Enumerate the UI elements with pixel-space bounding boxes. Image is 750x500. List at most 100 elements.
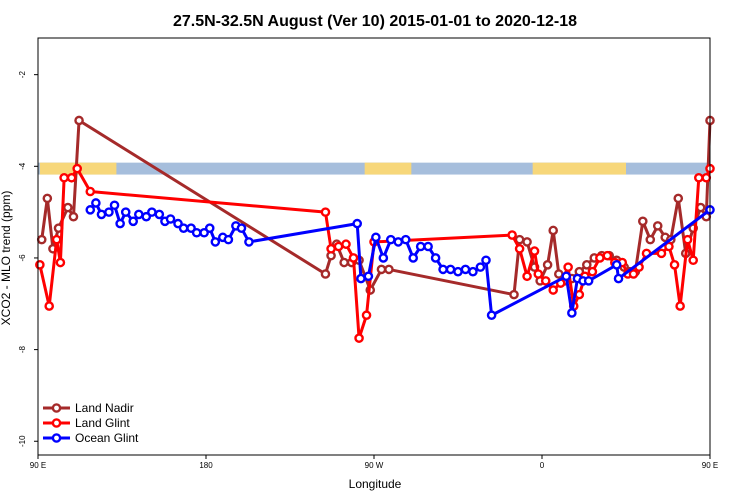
legend-marker-2 (51, 433, 62, 443)
series-1-point-28 (587, 266, 598, 277)
series-1-point-17 (514, 243, 525, 254)
series-2-point-50 (583, 276, 594, 286)
legend-marker-1 (51, 418, 62, 428)
series-2-point-6 (120, 207, 131, 217)
series-0-segment (77, 118, 327, 276)
series-0-segment (45, 196, 55, 251)
series-0-point-7 (320, 269, 331, 279)
series-2-point-3 (104, 207, 114, 217)
series-0-point-35 (638, 216, 648, 227)
series-2-point-52 (613, 273, 624, 284)
series-2-point-35 (415, 241, 426, 252)
series-2-point-44 (481, 255, 491, 266)
series-1-point-40 (675, 301, 685, 311)
series-2-point-47 (567, 308, 577, 318)
series-0 (36, 115, 715, 300)
series-2-point-13 (165, 214, 176, 224)
series-1-segment (678, 238, 690, 308)
series-2-point-30 (378, 253, 389, 263)
series-1-point-2 (51, 234, 62, 245)
series-1-point-7 (85, 186, 96, 197)
series-2-point-7 (128, 216, 138, 227)
series-1-point-8 (320, 207, 331, 217)
surface-strip (38, 162, 710, 175)
series-1-point-29 (595, 253, 605, 263)
x-axis: 90 E 180 90 W 0 90 E (30, 455, 718, 470)
series-1-point-9 (326, 243, 336, 254)
series-0-point-37 (652, 221, 663, 231)
series-1-segment (323, 210, 333, 251)
series-0-segment (546, 228, 555, 267)
series-layer (35, 115, 715, 343)
series-0-point-21 (542, 260, 553, 270)
series-1-point-22 (548, 285, 559, 295)
series-2-point-1 (91, 198, 101, 208)
series-1-point-21 (540, 276, 551, 286)
series-2-point-28 (363, 271, 374, 282)
series-2-point-2 (96, 209, 107, 220)
series-0-segment (676, 196, 688, 255)
series-0-point-1 (42, 193, 53, 204)
series-1-point-5 (66, 172, 77, 183)
series-2-segment (484, 258, 494, 317)
series-1-point-19 (529, 246, 540, 256)
series-2-point-15 (178, 223, 189, 233)
series-2-point-39 (445, 264, 456, 275)
series-2-segment (617, 208, 712, 281)
y-tick-label-0: -10 (18, 435, 27, 447)
series-1-segment (351, 256, 361, 340)
legend-item-0: Land Nadir (43, 401, 134, 415)
series-2-segment (355, 222, 363, 281)
y-tick-label-1: -8 (18, 346, 27, 354)
series-1-point-4 (59, 172, 69, 183)
series-2-point-5 (115, 218, 125, 229)
series-2-segment (564, 274, 574, 315)
series-0-segment (669, 196, 680, 242)
legend-label-0: Land Nadir (75, 401, 134, 415)
y-axis-label: XCO2 - MLO trend (ppm) (0, 191, 13, 326)
series-1-point-12 (348, 253, 359, 263)
series-2-point-8 (133, 209, 144, 220)
series-1-point-0 (35, 260, 45, 270)
series-2-point-41 (460, 264, 471, 275)
series-1-point-26 (574, 289, 585, 300)
series-2-point-43 (475, 262, 486, 272)
series-1-point-30 (602, 250, 613, 261)
y-axis: -10 -8 -6 -4 -2 (18, 71, 38, 447)
series-2-point-20 (210, 237, 221, 247)
series-2-point-45 (486, 310, 497, 321)
series-2-point-51 (611, 260, 622, 270)
series-2-point-24 (236, 223, 247, 233)
land-strip-segment-1 (364, 162, 412, 175)
legend-item-1: Land Glint (43, 416, 130, 430)
x-tick-label-1: 180 (199, 461, 213, 470)
series-0-segment (40, 196, 49, 242)
series-0-point-22 (548, 225, 559, 236)
legend-item-2: Ocean Glint (43, 431, 139, 445)
series-2-point-46 (561, 271, 572, 282)
series-2-point-19 (204, 223, 215, 233)
series-2-segment (490, 274, 568, 317)
series-0-segment (551, 228, 561, 276)
series-1-point-16 (507, 230, 517, 240)
series-1-segment (38, 263, 51, 308)
series-0-point-27 (582, 260, 592, 270)
series-0-point-36 (645, 234, 656, 245)
series-2-point-36 (423, 241, 433, 252)
series-2-point-38 (438, 264, 448, 275)
series-1-point-13 (354, 333, 364, 343)
x-axis-label: Longitude (349, 477, 402, 491)
land-strip-segment-2 (532, 162, 626, 175)
series-2-point-32 (393, 237, 404, 247)
x-tick-label-4: 90 E (702, 461, 718, 470)
series-1-point-41 (682, 234, 693, 245)
series-0-point-23 (554, 269, 564, 279)
series-2-point-31 (385, 234, 396, 245)
series-2-point-17 (191, 227, 202, 238)
chart-title: 27.5N-32.5N August (Ver 10) 2015-01-01 t… (173, 13, 577, 30)
series-1-point-3 (55, 257, 66, 268)
series-0-point-10 (339, 257, 349, 268)
series-1-point-20 (533, 269, 544, 279)
series-2-point-27 (356, 273, 366, 284)
